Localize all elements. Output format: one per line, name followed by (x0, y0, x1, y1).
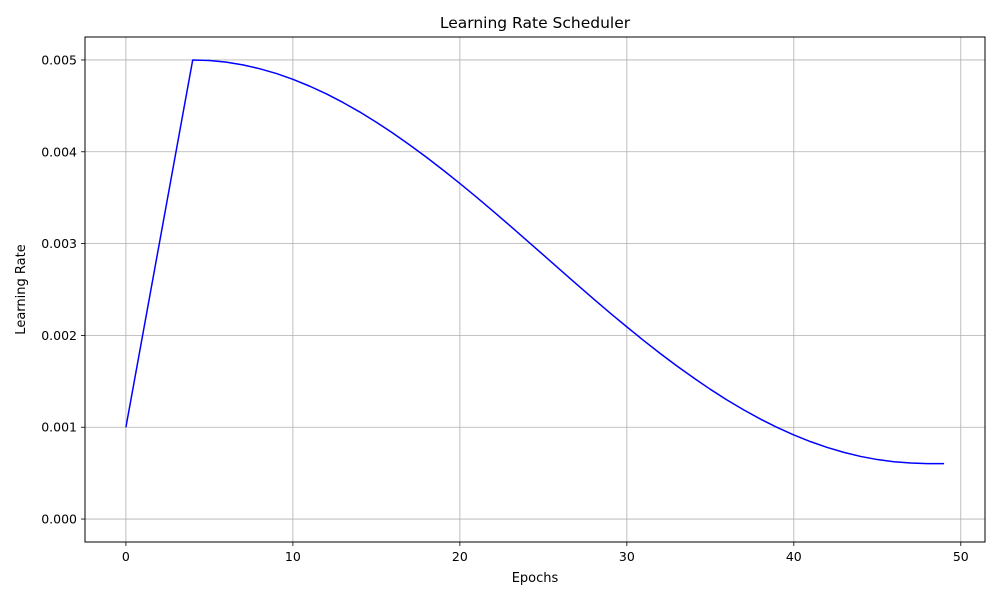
chart-title: Learning Rate Scheduler (440, 14, 631, 32)
y-tick-label: 0.001 (41, 420, 77, 435)
x-axis-label: Epochs (512, 571, 559, 586)
y-tick-label: 0.000 (41, 512, 77, 527)
x-tick-label: 50 (953, 549, 969, 564)
y-tick-label: 0.005 (41, 52, 77, 67)
series-layer (125, 59, 945, 465)
x-tick-label: 40 (786, 549, 802, 564)
x-tick-label: 30 (619, 549, 635, 564)
y-tick-label: 0.002 (41, 328, 77, 343)
y-tick-label: 0.004 (41, 144, 77, 159)
y-axis-ticks: 0.000 0.001 0.002 0.003 0.004 0.005 (41, 52, 85, 527)
y-tick-label: 0.003 (41, 236, 77, 251)
x-tick-label: 0 (122, 549, 130, 564)
series-line (125, 59, 945, 465)
y-axis-label: Learning Rate (14, 244, 29, 334)
plot-area-frame (84, 36, 986, 543)
x-tick-label: 10 (285, 549, 301, 564)
x-tick-label: 20 (452, 549, 468, 564)
x-axis-ticks: 0 10 20 30 40 50 (122, 542, 969, 564)
grid (85, 37, 985, 542)
